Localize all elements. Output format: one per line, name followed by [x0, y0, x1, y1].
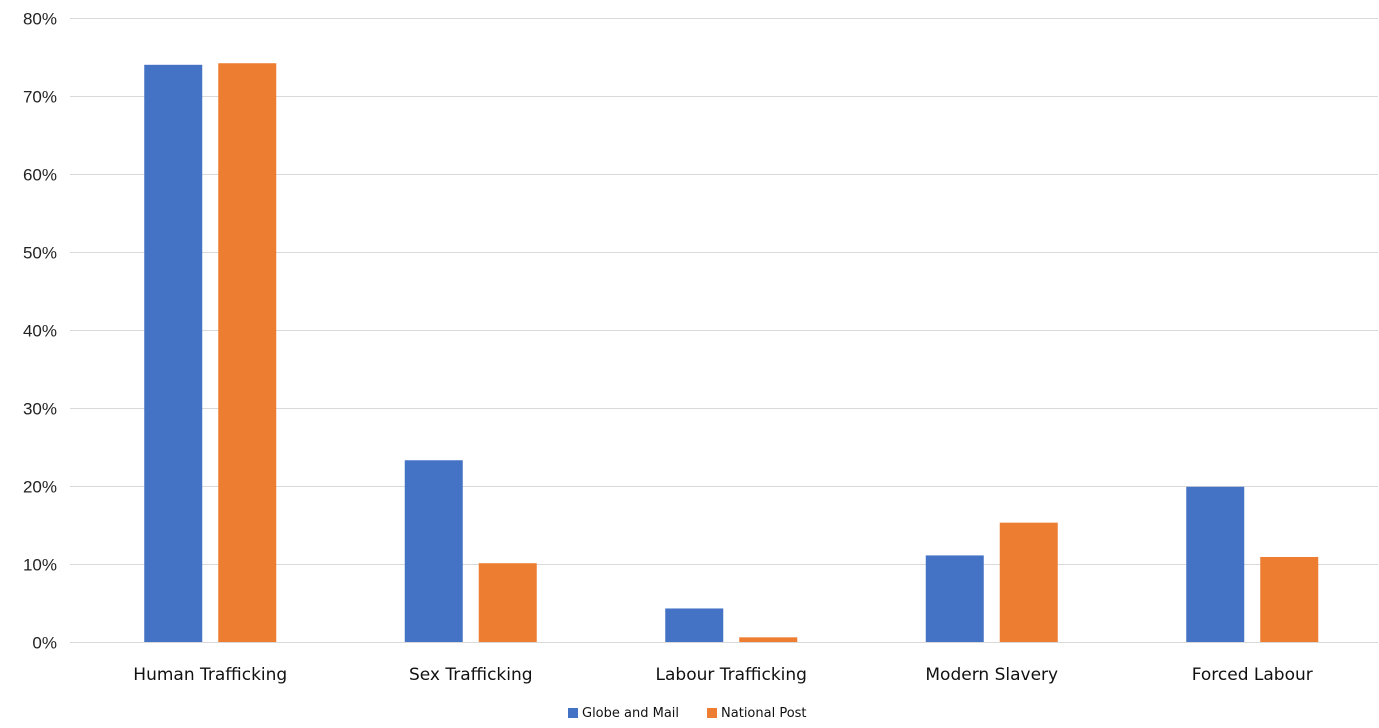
bar-globe-and-mail-forced-labour [1186, 486, 1245, 642]
legend-swatch [707, 708, 718, 718]
y-tick-label: 10% [23, 556, 57, 575]
bar-globe-and-mail-human-trafficking [144, 64, 203, 643]
y-tick-label: 0% [32, 634, 57, 653]
legend: Globe and Mail National Post [568, 706, 807, 721]
bar-national-post-forced-labour [1260, 556, 1319, 642]
bar-globe-and-mail-modern-slavery [925, 555, 984, 642]
legend-label: Globe and Mail [582, 706, 679, 721]
y-axis-tick-labels: 0% 10% 20% 30% 40% 50% 60% 70% 80% [23, 10, 57, 653]
x-category-label: Sex Trafficking [409, 665, 533, 685]
bar-globe-and-mail-sex-trafficking [404, 460, 463, 642]
x-category-label: Labour Trafficking [656, 665, 807, 685]
bar-national-post-labour-trafficking [739, 637, 798, 642]
x-category-label: Modern Slavery [925, 665, 1058, 685]
bar-national-post-human-trafficking [218, 63, 277, 643]
y-tick-label: 60% [23, 166, 57, 185]
gridlines [70, 18, 1378, 643]
x-category-label: Forced Labour [1192, 665, 1313, 685]
legend-swatch [568, 708, 578, 718]
bar-national-post-sex-trafficking [478, 563, 537, 642]
bar-national-post-modern-slavery [999, 522, 1058, 642]
y-tick-label: 30% [23, 400, 57, 419]
x-category-label: Human Trafficking [133, 665, 287, 685]
y-tick-label: 80% [23, 10, 57, 29]
y-tick-label: 70% [23, 88, 57, 107]
y-tick-label: 20% [23, 478, 57, 497]
x-axis-category-labels: Human Trafficking Sex Trafficking Labour T… [133, 665, 1312, 685]
y-tick-label: 40% [23, 322, 57, 341]
legend-label: National Post [721, 706, 807, 721]
bar-globe-and-mail-labour-trafficking [665, 608, 724, 642]
y-tick-label: 50% [23, 244, 57, 263]
bars [144, 63, 1319, 643]
